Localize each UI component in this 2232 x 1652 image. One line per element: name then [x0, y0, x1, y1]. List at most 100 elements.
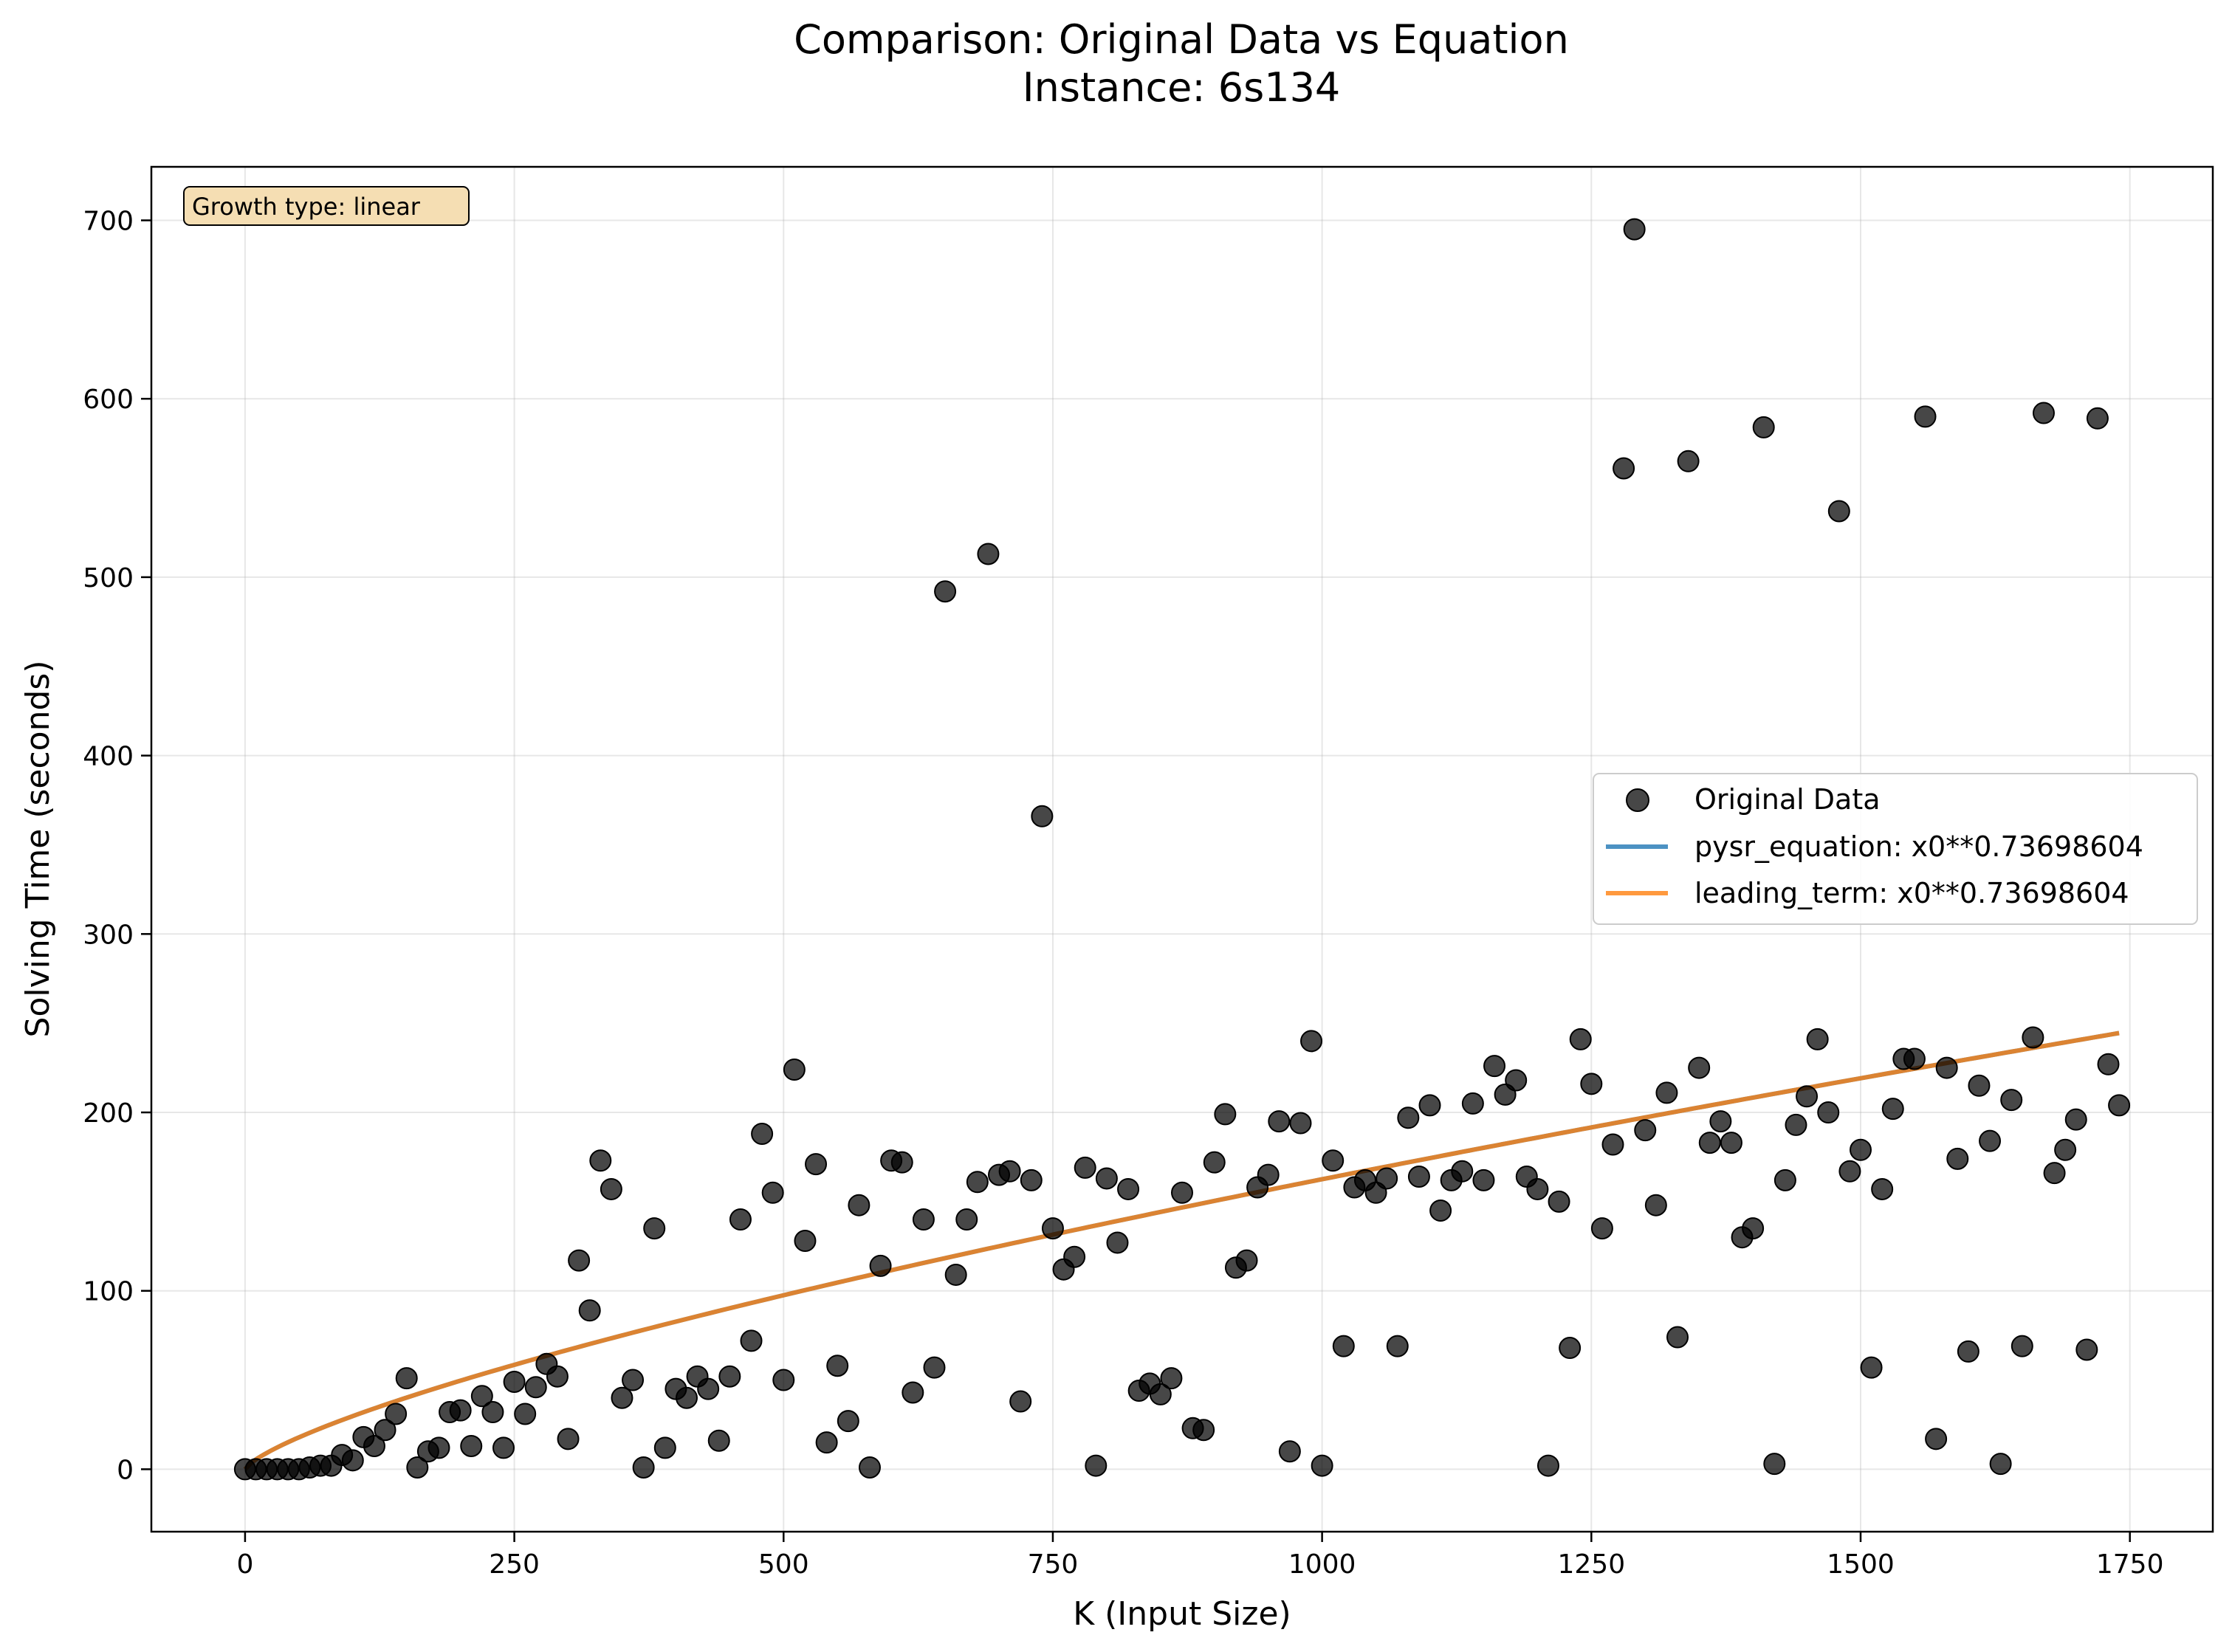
- data-point: [1580, 1073, 1603, 1095]
- data-point: [589, 1149, 612, 1172]
- data-point: [1418, 1094, 1441, 1117]
- data-point: [1171, 1181, 1193, 1204]
- data-point: [1979, 1129, 2002, 1152]
- legend: Original Data pysr_equation: x0**0.73698…: [1593, 773, 2198, 925]
- legend-scatter-marker: [1626, 788, 1649, 812]
- data-point: [1742, 1217, 1765, 1240]
- data-point: [406, 1456, 429, 1479]
- data-point: [772, 1369, 795, 1391]
- data-point: [858, 1456, 881, 1479]
- y-tick-label: 0: [117, 1455, 134, 1485]
- data-point: [546, 1365, 569, 1388]
- data-point: [740, 1329, 763, 1352]
- data-point: [363, 1434, 385, 1457]
- y-tick-label: 300: [83, 920, 134, 950]
- data-point: [1505, 1069, 1528, 1092]
- x-tick-label: 750: [1028, 1549, 1079, 1580]
- data-point: [815, 1431, 838, 1454]
- data-point: [1806, 1028, 1829, 1050]
- data-point: [1946, 1147, 1969, 1170]
- data-point: [1688, 1056, 1711, 1079]
- data-point: [1009, 1390, 1032, 1413]
- data-point: [1634, 1119, 1657, 1142]
- annotation-box: Growth type: linear: [183, 186, 470, 226]
- data-point: [1666, 1326, 1689, 1349]
- data-point: [1311, 1454, 1333, 1477]
- data-point: [1376, 1167, 1398, 1190]
- data-point: [1957, 1340, 1979, 1363]
- data-point: [1203, 1151, 1226, 1174]
- x-tick-label: 250: [489, 1549, 540, 1580]
- legend-label-pysr-equation: pysr_equation: x0**0.73698604: [1694, 830, 2143, 863]
- data-point: [998, 1160, 1021, 1183]
- data-point: [934, 580, 957, 603]
- data-point: [395, 1367, 418, 1390]
- data-point: [2097, 1053, 2120, 1075]
- data-point: [1925, 1428, 1948, 1450]
- data-point: [1559, 1337, 1582, 1360]
- annotation-text: Growth type: linear: [192, 193, 421, 221]
- data-point: [902, 1381, 924, 1404]
- data-point: [1106, 1231, 1129, 1254]
- data-point: [1483, 1055, 1506, 1078]
- data-point: [977, 543, 1000, 565]
- data-point: [1214, 1103, 1237, 1126]
- data-point: [481, 1401, 504, 1424]
- y-tick-label: 600: [83, 385, 134, 415]
- data-point: [890, 1151, 913, 1174]
- data-point: [697, 1377, 720, 1400]
- data-point: [492, 1436, 515, 1459]
- data-point: [2108, 1094, 2131, 1117]
- data-point: [1451, 1160, 1474, 1183]
- data-point: [341, 1449, 364, 1472]
- data-point: [1601, 1133, 1624, 1156]
- data-point: [1785, 1113, 1807, 1136]
- chart-title-line2: Instance: 6s134: [1023, 64, 1341, 111]
- data-point: [1677, 450, 1700, 472]
- data-point: [1031, 805, 1054, 827]
- data-point: [2054, 1138, 2077, 1161]
- data-point: [1020, 1169, 1043, 1191]
- data-point: [2075, 1338, 2098, 1361]
- data-point: [2022, 1026, 2044, 1049]
- data-point: [805, 1153, 828, 1176]
- data-point: [1698, 1132, 1721, 1154]
- data-point: [1332, 1335, 1355, 1357]
- data-point: [557, 1428, 580, 1450]
- data-point: [503, 1370, 526, 1393]
- data-point: [460, 1434, 483, 1457]
- data-point: [923, 1356, 946, 1379]
- x-tick-label: 1750: [2096, 1549, 2164, 1580]
- data-point: [751, 1123, 774, 1146]
- data-point: [470, 1385, 493, 1408]
- y-tick-label: 700: [83, 207, 134, 237]
- data-point: [611, 1386, 633, 1409]
- annotation-background: [183, 186, 470, 226]
- data-point: [1397, 1107, 1420, 1129]
- grid-lines: [151, 167, 2213, 1532]
- data-point: [578, 1299, 601, 1322]
- scatter-points: [233, 218, 2131, 1481]
- data-point: [2000, 1089, 2023, 1112]
- legend-label-leading-term: leading_term: x0**0.73698604: [1694, 877, 2129, 909]
- data-point: [1773, 1169, 1796, 1191]
- data-point: [1257, 1163, 1280, 1186]
- legend-frame: [1593, 773, 2198, 925]
- data-point: [761, 1181, 784, 1204]
- data-point: [729, 1208, 752, 1231]
- data-point: [1074, 1156, 1096, 1179]
- data-point: [622, 1369, 645, 1391]
- data-point: [944, 1263, 967, 1286]
- data-point: [1289, 1112, 1312, 1135]
- y-tick-label: 200: [83, 1098, 134, 1129]
- data-point: [1041, 1217, 1064, 1240]
- x-tick-label: 1500: [1827, 1549, 1895, 1580]
- data-point: [1850, 1138, 1872, 1161]
- data-point: [1881, 1098, 1904, 1121]
- data-point: [427, 1436, 450, 1459]
- x-tick-label: 0: [236, 1549, 253, 1580]
- data-point: [1268, 1110, 1291, 1133]
- legend-label-original-data: Original Data: [1694, 783, 1881, 816]
- data-point: [1720, 1132, 1742, 1154]
